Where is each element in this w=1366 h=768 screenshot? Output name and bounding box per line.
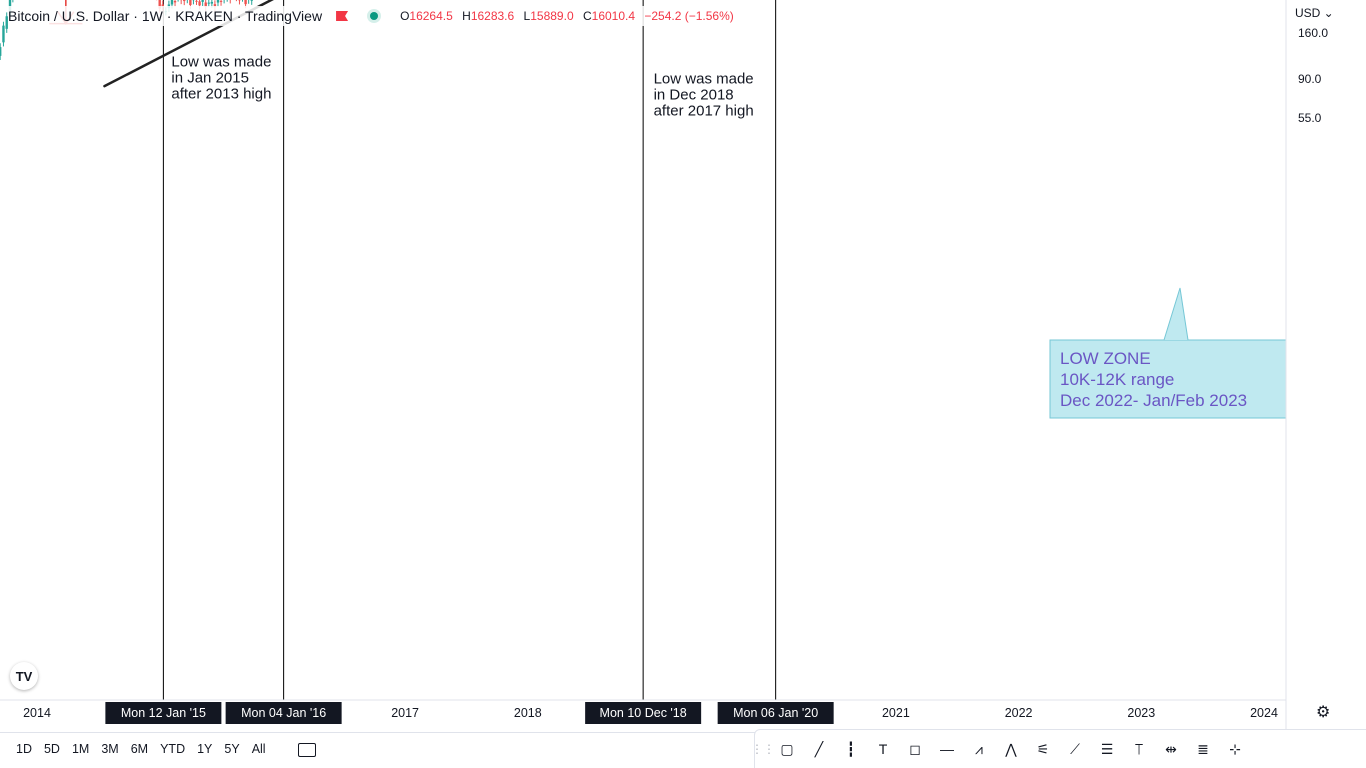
projection-icon[interactable]: ≣ (1197, 740, 1209, 757)
candle-body (198, 1, 201, 6)
x-tick-9: 2023 (1127, 706, 1155, 720)
x-tick-box-2 (225, 702, 342, 724)
fib-icon[interactable]: ⚟ (1036, 740, 1050, 757)
y-tick-13: 260.0 (1298, 0, 1328, 1)
ray-icon[interactable]: ⟋ (1070, 740, 1080, 757)
grip-icon[interactable]: ⋮⋮ (751, 742, 775, 756)
text-icon[interactable]: T (878, 741, 888, 757)
candle-body (201, 0, 204, 2)
hline-icon[interactable]: — (940, 741, 954, 757)
x-tick-10: 2024 (1250, 706, 1278, 720)
candle-body (158, 0, 161, 9)
date-range-icon[interactable]: ⇹ (1165, 740, 1177, 757)
range-5d[interactable]: 5D (43, 742, 60, 756)
y-tick-15: 90.0 (1298, 72, 1322, 86)
candle-body (5, 16, 8, 29)
candle-body (183, 0, 186, 2)
bars-icon[interactable]: ┇ (846, 740, 856, 757)
candle-body (216, 0, 220, 3)
candle-body (2, 25, 5, 43)
x-tick-1: Mon 12 Jan '15 (121, 706, 206, 720)
drawing-toolbar: ⋮⋮ ▢ ╱ ┇ T ◻ — ⩘ ⋀ ⚟ ⟋ ☰ ⟙ ⇹ ≣ ⊹ (751, 729, 1366, 768)
gear-icon[interactable]: ⚙ (1316, 704, 1331, 721)
y-tick-14: 160.0 (1298, 26, 1328, 40)
parallel-channel-icon[interactable]: ☰ (1100, 740, 1114, 757)
cross-icon[interactable]: ⊹ (1229, 740, 1241, 757)
y-tick-16: 55.0 (1298, 111, 1322, 125)
pitchfork-icon[interactable]: ⋀ (1005, 740, 1017, 757)
currency-selector[interactable]: USD ⌄ (1295, 6, 1334, 20)
candle-body (189, 0, 192, 6)
range-5y[interactable]: 5Y (224, 742, 240, 756)
low-zone-text: LOW ZONE 10K-12K range Dec 2022- Jan/Feb 2… (1060, 349, 1247, 410)
chart-header: Bitcoin / U.S. Dollar · 1W · KRAKEN · Tr… (8, 6, 740, 26)
low-zone-pointer (1163, 287, 1189, 341)
x-tick-8: 2022 (1005, 706, 1033, 720)
low-zone-box (1049, 339, 1286, 419)
time-range-selector: 1D 5D 1M 3M 6M YTD 1Y 5Y All (16, 742, 328, 757)
plot-area: LOW ZONE 10K-12K range Dec 2022- Jan/Feb 2… (0, 0, 1286, 700)
range-ytd[interactable]: YTD (160, 742, 186, 756)
candle-body (207, 2, 210, 4)
x-tick-2: Mon 04 Jan '16 (241, 706, 326, 720)
x-tick-box-6 (717, 702, 834, 724)
annotation-6: Low was made in Jan 2015 after 2013 high (171, 54, 271, 103)
x-tick-5: Mon 10 Dec '18 (600, 706, 687, 720)
range-6m[interactable]: 6M (130, 742, 149, 756)
rect-icon[interactable]: ▢ (780, 740, 794, 757)
candle-body (173, 1, 177, 3)
x-tick-7: 2021 (882, 706, 910, 720)
candle-body (204, 2, 207, 7)
candle-body (170, 0, 174, 5)
range-1d[interactable]: 1D (16, 742, 32, 756)
x-tick-4: 2018 (514, 706, 542, 720)
market-status-icon (370, 12, 379, 20)
range-1y[interactable]: 1Y (197, 742, 213, 756)
annotation-7: Low was made in Dec 2018 after 2017 high (654, 70, 754, 119)
candle-body (250, 0, 253, 1)
x-tick-box-5 (585, 702, 702, 724)
candle-body (219, 0, 223, 2)
tradingview-logo-icon[interactable]: TV (10, 662, 38, 690)
flag-icon[interactable] (336, 11, 349, 21)
range-3m[interactable]: 3M (101, 742, 119, 756)
candle-body (161, 4, 164, 7)
x-tick-0: 2014 (23, 706, 51, 720)
price-chart[interactable]: LOW ZONE 10K-12K range Dec 2022- Jan/Feb 2… (0, 0, 1366, 732)
calendar-icon[interactable] (297, 743, 316, 757)
candle-body (213, 4, 217, 8)
callout-icon[interactable]: ◻ (909, 740, 921, 757)
x-tick-3: 2017 (391, 706, 419, 720)
trendline-icon[interactable]: ╱ (814, 740, 824, 757)
symbol-title[interactable]: Bitcoin / U.S. Dollar · 1W · KRAKEN · Tr… (8, 8, 323, 24)
ohlc-values: O16264.5 H16283.6 L15889.0 C16010.4 −254… (400, 9, 734, 23)
range-all[interactable]: All (251, 742, 266, 756)
price-range-icon[interactable]: ⟙ (1134, 740, 1144, 757)
candle-body (210, 1, 214, 4)
range-1m[interactable]: 1M (71, 742, 90, 756)
candle-body (244, 0, 247, 5)
path-icon[interactable]: ⩘ (975, 740, 983, 757)
candle-body (195, 0, 198, 2)
x-tick-6: Mon 06 Jan '20 (733, 706, 818, 720)
candle-body (0, 47, 2, 56)
x-tick-box-1 (105, 702, 222, 724)
